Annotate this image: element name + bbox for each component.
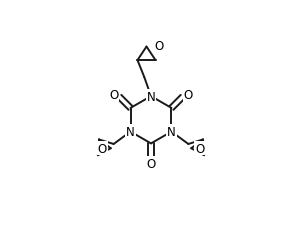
Text: O: O (146, 158, 156, 170)
Text: N: N (147, 90, 155, 103)
Text: O: O (154, 40, 163, 53)
Text: O: O (109, 89, 118, 102)
Text: O: O (195, 142, 204, 155)
Text: O: O (184, 89, 193, 102)
Text: O: O (98, 142, 107, 155)
Text: N: N (167, 126, 176, 138)
Text: N: N (126, 126, 135, 138)
